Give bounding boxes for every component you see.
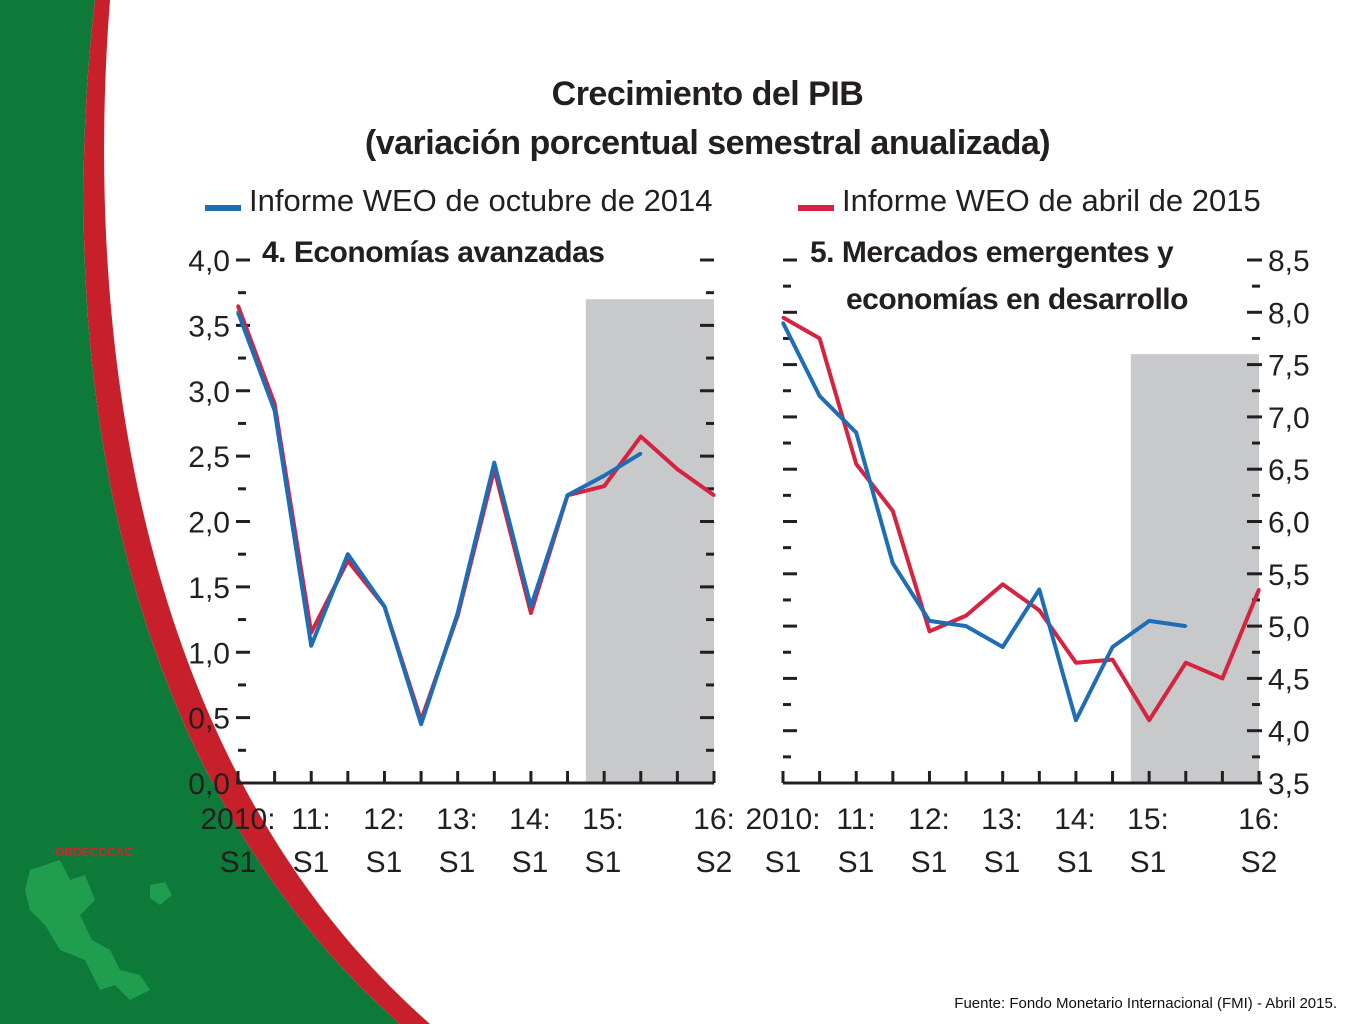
data-point <box>1038 609 1041 612</box>
x-tick-label: 11: <box>291 803 330 836</box>
data-point <box>493 461 496 464</box>
data-point <box>639 435 642 438</box>
y-tick-label: 7,5 <box>1268 350 1310 383</box>
y-tick-label: 2,0 <box>188 507 230 540</box>
data-point <box>237 304 240 307</box>
data-point <box>603 474 606 477</box>
y-tick-label: 4,5 <box>1268 663 1310 696</box>
data-point <box>346 553 349 556</box>
data-point <box>1184 625 1187 628</box>
x-tick-label: 16: <box>693 803 735 836</box>
data-point <box>1111 658 1114 661</box>
data-point <box>1111 646 1114 649</box>
x-tick-label: 13: <box>436 803 478 836</box>
x-tick-label: 13: <box>981 803 1023 836</box>
x-tick-label: 2010: <box>200 803 275 836</box>
data-point <box>237 311 240 314</box>
x-tick-label: 12: <box>908 803 950 836</box>
data-point <box>1038 588 1041 591</box>
chart-area: 0,0 0,5 1,0 1,5 2,0 2,5 3,0 3,5 4,0 2010: S1 11: S1 1… <box>0 0 1365 1024</box>
x-tick-label: S2 <box>1241 846 1278 879</box>
data-point <box>603 485 606 488</box>
x-tick-label: 14: <box>509 803 551 836</box>
data-point <box>529 605 532 608</box>
x-tick-label: S1 <box>765 846 802 879</box>
data-point <box>782 316 785 319</box>
x-tick-label: 12: <box>363 803 405 836</box>
y-tick-label: 6,5 <box>1268 454 1310 487</box>
y-tick-label: 1,0 <box>188 637 230 670</box>
data-point <box>928 630 931 633</box>
data-point <box>310 644 313 647</box>
data-point <box>855 431 858 434</box>
x-tick-label: S1 <box>366 846 403 879</box>
y-tick-label: 5,5 <box>1268 559 1310 592</box>
x-tick-label: S1 <box>585 846 622 879</box>
data-point <box>1148 719 1151 722</box>
x-tick-label: S1 <box>439 846 476 879</box>
data-point <box>965 625 968 628</box>
data-point <box>383 605 386 608</box>
data-point <box>818 394 821 397</box>
data-point <box>1148 619 1151 622</box>
data-point <box>676 468 679 471</box>
x-tick-label: S1 <box>838 846 875 879</box>
y-tick-label: 8,0 <box>1268 297 1310 330</box>
data-point <box>1221 677 1224 680</box>
x-tick-label: 15: <box>582 803 624 836</box>
y-tick-label: 2,5 <box>188 441 230 474</box>
data-point <box>1074 719 1077 722</box>
data-point <box>891 510 894 513</box>
y-tick-label: 0,0 <box>188 768 230 801</box>
data-point <box>782 321 785 324</box>
x-tick-label: 14: <box>1054 803 1096 836</box>
y-tick-label: 3,5 <box>1268 768 1310 801</box>
x-tick-label: S1 <box>984 846 1021 879</box>
data-point <box>713 494 716 497</box>
y-tick-label: 4,0 <box>1268 716 1310 749</box>
data-point <box>1001 646 1004 649</box>
x-tick-label: S1 <box>1130 846 1167 879</box>
data-point <box>928 619 931 622</box>
y-tick-label: 6,0 <box>1268 507 1310 540</box>
y-tick-label: 8,5 <box>1268 245 1310 278</box>
x-tick-label: S1 <box>220 846 257 879</box>
data-point <box>965 614 968 617</box>
y-tick-label: 4,0 <box>188 245 230 278</box>
x-tick-label: S2 <box>696 846 733 879</box>
data-point <box>273 409 276 412</box>
source-note: Fuente: Fondo Monetario Internacional (F… <box>954 995 1337 1012</box>
x-tick-label: S1 <box>293 846 330 879</box>
data-point <box>891 562 894 565</box>
y-tick-label: 5,0 <box>1268 611 1310 644</box>
forecast-shade <box>586 299 714 783</box>
series-line-oct-2014 <box>783 323 1186 720</box>
y-tick-label: 3,5 <box>188 310 230 343</box>
y-tick-label: 1,5 <box>188 572 230 605</box>
x-tick-label: S1 <box>911 846 948 879</box>
x-tick-label: S1 <box>512 846 549 879</box>
data-point <box>420 723 423 726</box>
data-point <box>456 612 459 615</box>
series-line-oct-2014 <box>238 312 641 724</box>
data-point <box>529 612 532 615</box>
x-tick-label: 15: <box>1127 803 1169 836</box>
data-point <box>1074 661 1077 664</box>
y-tick-label: 7,0 <box>1268 402 1310 435</box>
x-tick-label: 11: <box>836 803 875 836</box>
y-tick-label: 0,5 <box>188 703 230 736</box>
x-tick-label: S1 <box>1057 846 1094 879</box>
x-tick-label: 2010: <box>745 803 820 836</box>
data-point <box>1258 588 1261 591</box>
x-tick-label: 16: <box>1238 803 1280 836</box>
data-point <box>855 462 858 465</box>
data-point <box>566 494 569 497</box>
y-tick-label: 3,0 <box>188 376 230 409</box>
data-point <box>818 337 821 340</box>
data-point <box>1184 661 1187 664</box>
data-point <box>639 452 642 455</box>
data-point <box>1001 583 1004 586</box>
